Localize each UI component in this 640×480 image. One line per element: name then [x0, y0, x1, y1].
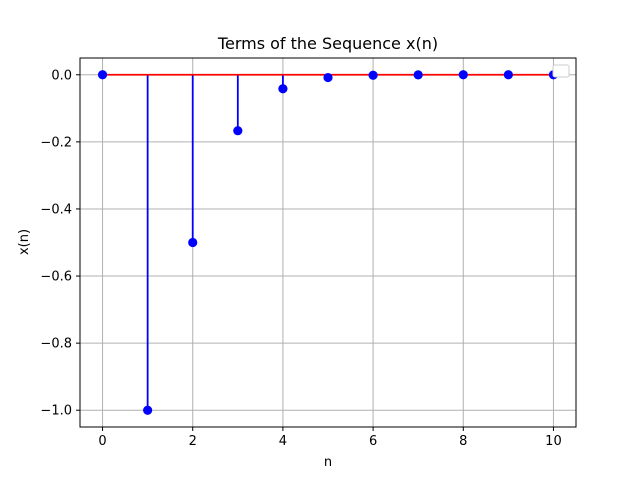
y-tick-label: −0.8: [40, 337, 72, 352]
y-tick-label: −0.6: [40, 270, 72, 285]
stem-marker: [458, 70, 468, 80]
stem-marker: [413, 70, 423, 80]
x-tick-label: 6: [369, 434, 377, 449]
stem-marker: [278, 84, 288, 94]
axes-frame: [79, 57, 577, 428]
stem-marker: [143, 405, 153, 415]
ticks: 0 2 4 6 8 10 0.0 −0.2 −0.4 −0.6 −0.8 −1.0: [40, 68, 561, 449]
y-tick-label: −1.0: [40, 404, 72, 419]
y-tick-label: 0.0: [51, 68, 72, 83]
x-tick-label: 0: [98, 434, 106, 449]
x-axis-label: n: [324, 455, 332, 470]
y-tick-label: −0.4: [40, 202, 72, 217]
stem-marker: [97, 70, 108, 80]
x-tick-label: 2: [189, 434, 197, 449]
stem-marker: [368, 70, 378, 80]
legend-box: [552, 64, 570, 78]
stem-marker: [188, 237, 198, 248]
grid: [80, 58, 576, 427]
x-tick-label: 10: [545, 434, 562, 449]
plot-area: [97, 70, 559, 415]
stem-marker: [233, 126, 243, 136]
chart-title: Terms of the Sequence x(n): [217, 34, 438, 53]
x-tick-label: 8: [459, 434, 467, 449]
y-axis-label: x(n): [17, 229, 32, 255]
x-tick-label: 4: [279, 434, 287, 449]
stem-marker: [503, 70, 513, 80]
stem-marker: [323, 72, 333, 83]
y-tick-label: −0.2: [40, 135, 72, 150]
